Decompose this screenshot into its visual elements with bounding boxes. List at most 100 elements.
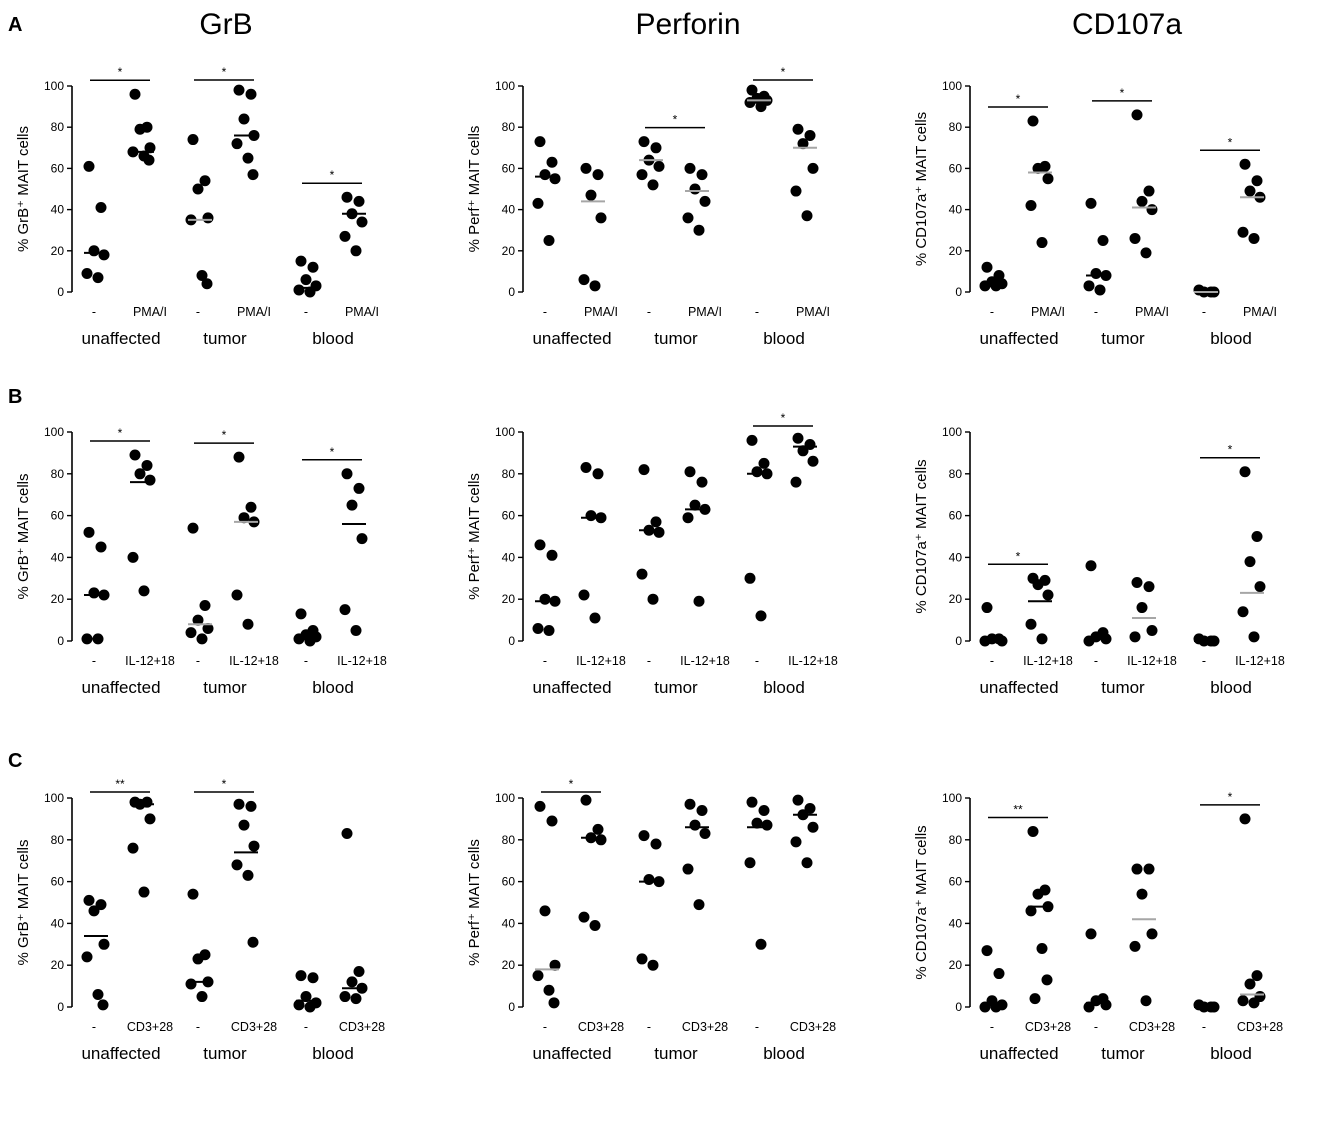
data-point (300, 991, 312, 1003)
data-point (245, 800, 257, 812)
condition-label: PMA/I (796, 305, 830, 319)
group-label: tumor (1101, 329, 1145, 348)
data-point (202, 622, 214, 634)
data-point (307, 261, 319, 273)
data-point (797, 138, 809, 150)
y-tick-label: 80 (502, 833, 516, 847)
condition-label: - (304, 654, 308, 668)
data-point (187, 888, 199, 900)
data-point (979, 280, 991, 292)
panel-A1: 0 20 40 60 80 100 % GrB⁺ MAIT cells - PMA/I unaff… (15, 65, 379, 348)
data-point (1251, 531, 1263, 542)
data-point (1143, 581, 1155, 593)
y-axis-label: % CD107a⁺ MAIT cells (913, 825, 930, 979)
y-axis-label: % GrB⁺ MAIT cells (15, 474, 32, 600)
data-point (83, 160, 95, 172)
data-point (1239, 813, 1251, 825)
significance-label: * (222, 777, 227, 791)
condition-label: IL-12+18 (1127, 654, 1177, 668)
group-label: tumor (654, 329, 698, 348)
data-point (595, 834, 607, 846)
data-point (231, 859, 243, 871)
y-tick-label: 80 (949, 120, 963, 134)
data-point (1032, 162, 1044, 174)
group-label: tumor (203, 1044, 247, 1063)
data-point (245, 501, 257, 513)
data-point (790, 185, 802, 197)
group-label: blood (1210, 329, 1252, 348)
data-point (1097, 235, 1109, 246)
y-tick-label: 20 (502, 592, 516, 606)
data-point (682, 212, 694, 224)
data-point (295, 608, 307, 620)
data-point (95, 899, 107, 911)
data-point (346, 976, 358, 988)
data-point (304, 1001, 316, 1013)
data-point (643, 874, 655, 886)
data-point (684, 798, 696, 810)
data-point (585, 189, 597, 201)
data-point (546, 549, 558, 561)
data-point (1244, 185, 1256, 197)
data-point (247, 169, 259, 181)
data-point (682, 863, 694, 875)
data-point (144, 474, 156, 486)
group-label: unaffected (81, 1044, 160, 1063)
data-point (1036, 633, 1048, 645)
data-point (693, 595, 705, 607)
data-point (1085, 197, 1097, 209)
data-point (1248, 232, 1260, 244)
y-tick-label: 100 (942, 791, 962, 805)
data-point (293, 999, 305, 1011)
data-point (792, 794, 804, 806)
data-point (134, 468, 146, 480)
condition-label: - (196, 654, 200, 668)
group-label: tumor (1101, 1044, 1145, 1063)
data-point (1027, 115, 1039, 127)
data-point (1032, 579, 1044, 591)
data-point (653, 526, 665, 538)
y-tick-label: 100 (942, 79, 962, 93)
data-point (1032, 888, 1044, 900)
y-tick-label: 100 (44, 791, 64, 805)
data-point (92, 272, 104, 284)
condition-label: CD3+28 (127, 1020, 173, 1034)
data-point (1025, 618, 1037, 630)
data-point (92, 988, 104, 1000)
condition-label: CD3+28 (339, 1020, 385, 1034)
condition-label: - (755, 305, 759, 319)
data-point (1146, 204, 1158, 216)
data-point (1237, 226, 1249, 238)
data-point (88, 245, 100, 257)
data-point (1129, 631, 1141, 643)
data-point (127, 842, 139, 854)
data-point (650, 838, 662, 850)
data-point (1041, 974, 1053, 986)
significance-label: * (569, 777, 574, 791)
group-label: tumor (1101, 678, 1145, 697)
data-point (247, 936, 259, 948)
y-tick-label: 80 (51, 833, 65, 847)
data-point (792, 123, 804, 135)
condition-label: PMA/I (345, 305, 379, 319)
data-point (231, 589, 243, 601)
data-point (1094, 284, 1106, 296)
y-tick-label: 80 (949, 467, 963, 481)
y-tick-label: 40 (949, 203, 963, 217)
y-tick-label: 0 (57, 1000, 64, 1014)
y-axis-label: % GrB⁺ MAIT cells (15, 126, 32, 252)
data-point (534, 800, 546, 812)
data-point (647, 593, 659, 605)
data-point (592, 169, 604, 181)
data-point (300, 274, 312, 286)
y-tick-label: 60 (502, 161, 516, 175)
condition-label: - (543, 1020, 547, 1034)
y-tick-label: 100 (495, 79, 515, 93)
data-point (578, 274, 590, 286)
data-point (138, 585, 150, 597)
data-point (1136, 888, 1148, 900)
data-point (744, 96, 756, 108)
condition-label: IL-12+18 (125, 654, 175, 668)
data-point (1029, 993, 1041, 1005)
y-axis-label: % CD107a⁺ MAIT cells (913, 112, 930, 266)
